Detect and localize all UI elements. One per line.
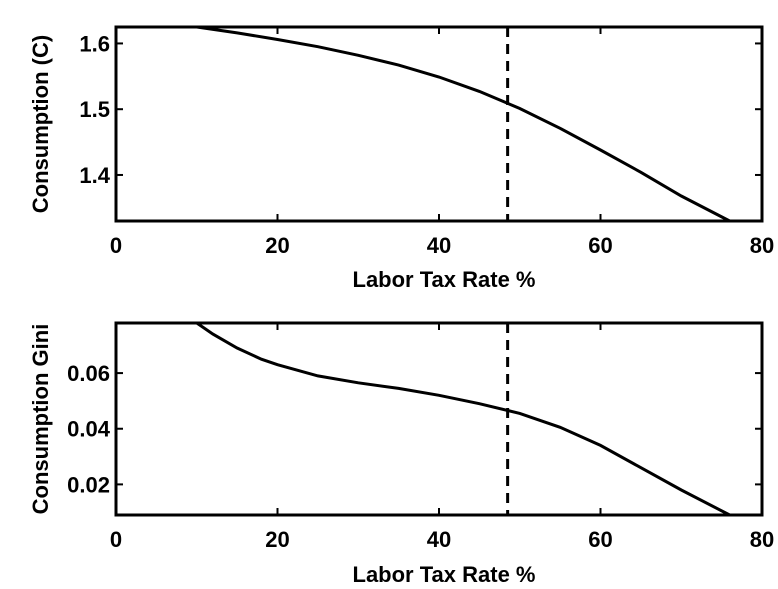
consumption-panel: 0 20 40 60 80 1.4 1.5 1.6 Labor Tax Rate % Consum… [28,25,774,292]
gini-x-tick-label: 20 [265,527,289,552]
consumption-x-tick-label: 0 [110,233,122,258]
consumption-x-tick-label: 60 [588,233,612,258]
consumption-x-tick-label: 20 [265,233,289,258]
gini-y-tick-label: 0.02 [67,472,110,497]
consumption-plot-frame [114,25,764,223]
gini-panel: 0 20 40 60 80 0.02 0.04 0.06 Labor Tax Rate % Con… [28,321,774,587]
gini-y-tick-label: 0.06 [67,361,110,386]
gini-y-tick-label: 0.04 [67,417,111,442]
consumption-y-tick-label: 1.6 [79,31,110,56]
gini-x-tick-label: 0 [110,527,122,552]
consumption-x-axis-label: Labor Tax Rate % [353,267,536,292]
consumption-series-line [196,25,731,223]
consumption-y-tick-label: 1.4 [79,163,110,188]
gini-series-line [195,321,731,517]
consumption-x-tick-label: 40 [427,233,451,258]
consumption-x-tick-label: 80 [750,233,774,258]
gini-x-tick-label: 40 [427,527,451,552]
gini-y-axis-label: Consumption Gini [28,324,53,515]
gini-x-axis-label: Labor Tax Rate % [353,562,536,587]
consumption-y-tick-label: 1.5 [79,97,110,122]
gini-plot-frame [114,321,764,517]
consumption-y-axis-label: Consumption (C) [28,35,53,213]
gini-x-tick-label: 80 [750,527,774,552]
gini-x-tick-label: 60 [588,527,612,552]
